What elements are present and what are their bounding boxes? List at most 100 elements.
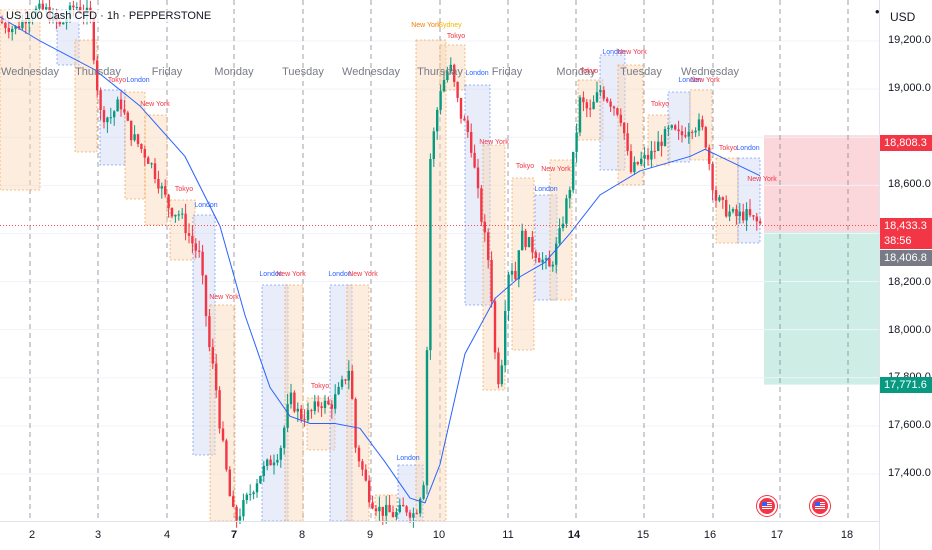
candle-body <box>201 251 204 276</box>
candle-body <box>541 259 544 263</box>
candle-body <box>660 141 663 146</box>
candle-body <box>721 197 724 200</box>
candle-body <box>544 258 548 260</box>
candle-body <box>612 106 616 109</box>
candle-body <box>425 350 429 486</box>
session-box-london <box>599 54 626 171</box>
us-flag-icon[interactable] <box>810 496 830 516</box>
candle-body <box>116 99 119 112</box>
session-label: Tokyo <box>515 163 535 170</box>
session-label: London <box>736 145 760 152</box>
candle-body <box>388 504 391 513</box>
candle-body <box>330 404 333 409</box>
date-tick-label: 9 <box>366 529 374 541</box>
candle-body <box>480 188 483 222</box>
candle-body <box>79 7 82 13</box>
candle-body <box>235 506 238 521</box>
candle-body <box>640 158 643 165</box>
session-box-london <box>192 214 216 456</box>
candle-body <box>629 151 633 173</box>
candle-body <box>497 352 500 385</box>
candle-body <box>259 475 262 484</box>
candle-body <box>653 150 656 152</box>
candle-body <box>334 394 337 409</box>
candle-body <box>419 498 422 514</box>
candle-body <box>371 502 374 509</box>
candle-body <box>140 144 143 150</box>
session-label: New York <box>479 139 509 146</box>
candle-body <box>473 152 476 168</box>
day-label: Friday <box>151 66 183 78</box>
session-label: London <box>465 70 489 77</box>
candle-body <box>262 465 265 476</box>
candle-body <box>599 90 602 93</box>
candle-body <box>459 97 463 119</box>
candle-body <box>306 410 310 421</box>
candle-body <box>667 127 670 130</box>
moving-average-line <box>0 16 761 504</box>
session-label: London <box>259 271 283 278</box>
candle-body <box>368 480 371 503</box>
session-label: London <box>126 77 150 84</box>
day-label: Wednesday <box>1 66 59 78</box>
session-box-asia <box>549 159 573 301</box>
candle-body <box>446 71 449 81</box>
candle-body <box>92 17 95 61</box>
candle-body <box>323 400 327 409</box>
us-flag-icon[interactable] <box>757 496 777 516</box>
candle-body <box>38 3 41 9</box>
candle-body <box>238 516 242 521</box>
currency-label[interactable]: USD <box>890 10 916 24</box>
date-tick-label: 18 <box>840 529 854 541</box>
date-tick-label: 16 <box>703 529 717 541</box>
candle-body <box>752 215 755 217</box>
session-label: London <box>602 49 626 56</box>
candle-body <box>357 447 361 462</box>
candle-body <box>378 506 381 512</box>
candle-body <box>412 513 415 518</box>
candle-body <box>164 186 167 195</box>
date-tick-label: 14 <box>567 529 581 541</box>
candle-body <box>436 109 439 132</box>
menu-icon[interactable]: • <box>875 4 880 19</box>
candle-body <box>245 494 248 501</box>
candle-body <box>561 223 565 229</box>
session-label: Sydney <box>438 22 462 29</box>
candle-body <box>208 316 211 348</box>
candle-body <box>11 28 14 33</box>
date-tick-label: 7 <box>230 529 238 541</box>
candle-body <box>429 158 432 351</box>
session-label: Tokyo <box>579 68 599 75</box>
candle-body <box>551 264 554 267</box>
candle-body <box>398 504 401 513</box>
candle-body <box>198 250 201 252</box>
candle-body <box>422 485 425 499</box>
candle-body <box>4 22 7 29</box>
date-tick-label: 17 <box>770 529 784 541</box>
candle-body <box>283 427 286 448</box>
candle-body <box>276 459 279 463</box>
price-tick-label: 18,600.0 <box>888 178 931 190</box>
target-price-tag: 17,771.6 <box>880 377 932 393</box>
candle-body <box>232 496 235 507</box>
candle-body <box>7 28 10 33</box>
candle-body <box>609 101 612 107</box>
candle-body <box>354 399 357 448</box>
candle-body <box>432 131 435 159</box>
stop-loss-zone <box>764 135 879 232</box>
candle-body <box>14 26 17 29</box>
candle-body <box>466 120 469 132</box>
candle-body <box>439 91 442 110</box>
symbol-title[interactable]: US 100 Cash CFD · 1h · PEPPERSTONE <box>4 10 214 22</box>
candle-body <box>228 469 231 497</box>
day-label: Friday <box>491 66 523 78</box>
candle-body <box>242 500 245 517</box>
day-label: Wednesday <box>342 66 400 78</box>
candle-body <box>572 151 575 190</box>
session-box-asia <box>209 304 236 522</box>
price-tick-label: 18,200.0 <box>888 276 931 288</box>
candle-body <box>364 469 367 481</box>
day-label: Monday <box>214 66 254 78</box>
candle-body <box>17 26 21 29</box>
